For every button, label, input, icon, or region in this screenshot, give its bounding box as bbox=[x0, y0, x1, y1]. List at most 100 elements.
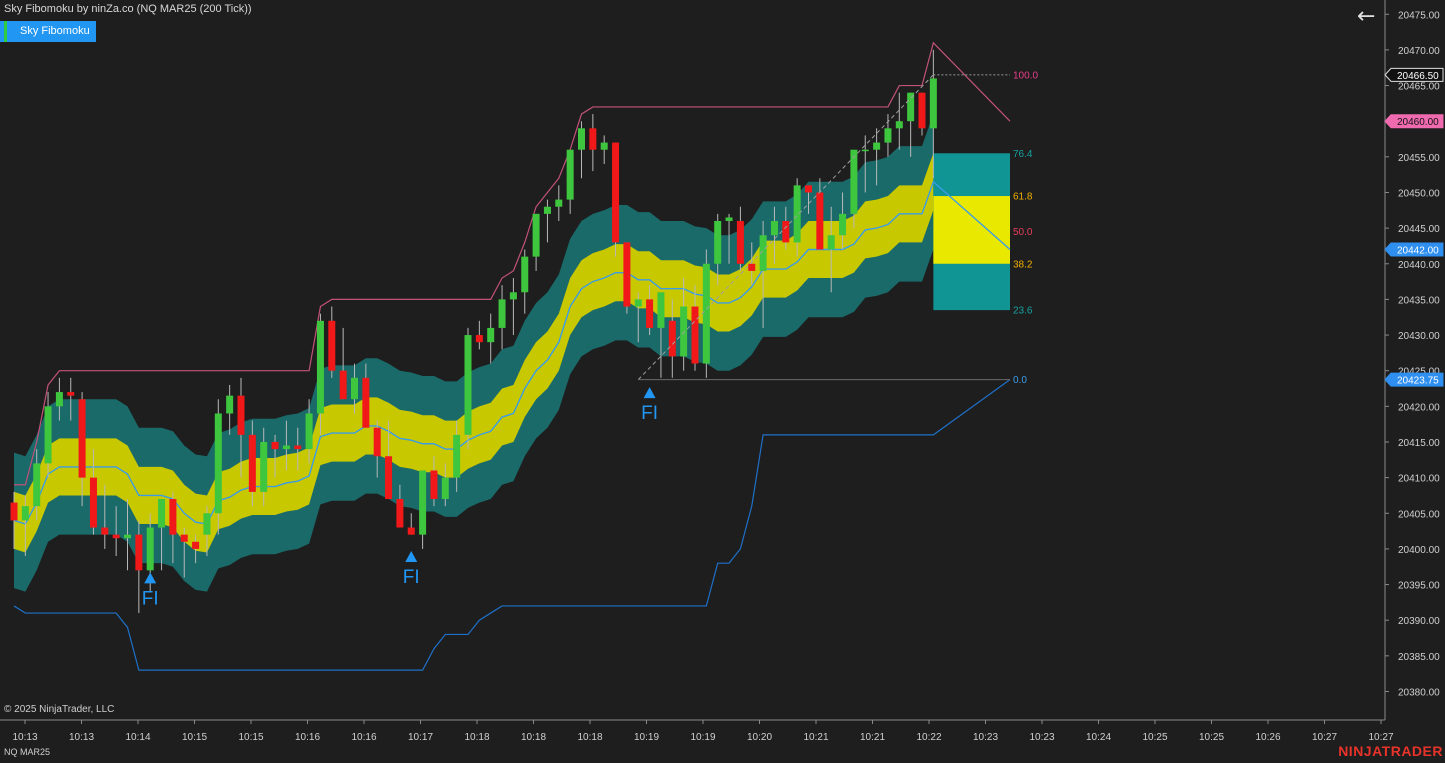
price-tick-label: 20450.00 bbox=[1398, 188, 1440, 199]
candle-body bbox=[589, 128, 597, 150]
candle-body bbox=[839, 213, 847, 236]
time-axis: 10:13 10:13 10:14 10:15 10:15 10:16 10:16 10:17… bbox=[0, 719, 1394, 743]
candle-body bbox=[101, 527, 109, 535]
signal-arrow-icon bbox=[643, 387, 656, 399]
candle-body bbox=[294, 445, 302, 450]
candle-body bbox=[180, 534, 188, 542]
price-tick-label: 20380.00 bbox=[1398, 687, 1440, 698]
price-marker-label: 20460.00 bbox=[1397, 117, 1439, 128]
candle-body bbox=[657, 292, 665, 328]
candle-body bbox=[918, 92, 926, 129]
price-tick-label: 20465.00 bbox=[1398, 82, 1440, 93]
time-tick-label: 10:16 bbox=[295, 732, 320, 743]
ninjatrader-logo: NINJATRADER bbox=[1338, 743, 1443, 759]
time-tick-label: 10:21 bbox=[803, 732, 828, 743]
price-tick-label: 20410.00 bbox=[1398, 474, 1440, 485]
candle-body bbox=[192, 541, 200, 549]
candle-body bbox=[782, 220, 790, 243]
candle-body bbox=[736, 220, 744, 264]
candle-body bbox=[929, 78, 937, 129]
fib-label: 50.0 bbox=[1013, 227, 1033, 238]
time-tick-label: 10:26 bbox=[1255, 732, 1280, 743]
candle-body bbox=[44, 406, 52, 464]
price-marker-label: 20423.75 bbox=[1397, 376, 1439, 387]
candle-body bbox=[578, 128, 585, 150]
time-tick-label: 10:14 bbox=[125, 732, 150, 743]
candle-body bbox=[861, 149, 869, 152]
time-tick-label: 10:13 bbox=[12, 732, 37, 743]
time-tick-label: 10:19 bbox=[634, 732, 659, 743]
candle-body bbox=[907, 92, 915, 122]
fibomoku-lines bbox=[13, 41, 1011, 671]
candlesticks bbox=[10, 49, 937, 614]
candle-body bbox=[158, 499, 166, 528]
candle-body bbox=[646, 299, 654, 328]
price-tick-label: 20475.00 bbox=[1398, 10, 1440, 21]
price-tick-label: 20415.00 bbox=[1398, 438, 1440, 449]
fibomoku-bands bbox=[14, 114, 1010, 592]
candle-body bbox=[453, 434, 461, 478]
candle-body bbox=[203, 513, 211, 535]
candle-body bbox=[748, 263, 756, 271]
price-marker bbox=[1384, 114, 1444, 129]
candle-body bbox=[464, 335, 472, 435]
candle-body bbox=[351, 377, 358, 400]
time-tick-label: 10:24 bbox=[1086, 732, 1111, 743]
time-tick-label: 10:21 bbox=[860, 732, 885, 743]
candle-body bbox=[566, 149, 574, 200]
price-tick-label: 20435.00 bbox=[1398, 295, 1440, 306]
candle-body bbox=[612, 142, 620, 243]
candle-body bbox=[124, 534, 131, 539]
candle-body bbox=[146, 527, 154, 571]
candle-body bbox=[67, 392, 75, 396]
back-arrow-icon[interactable]: ← bbox=[1357, 4, 1376, 29]
candle-body bbox=[555, 199, 563, 207]
time-tick-label: 10:15 bbox=[182, 732, 207, 743]
time-tick-label: 10:27 bbox=[1368, 732, 1393, 743]
candle-body bbox=[226, 395, 234, 414]
candle-body bbox=[373, 427, 381, 457]
time-tick-label: 10:18 bbox=[464, 732, 489, 743]
time-tick-label: 10:15 bbox=[238, 732, 263, 743]
fib-label: 0.0 bbox=[1013, 375, 1027, 386]
candle-body bbox=[691, 306, 699, 364]
indicator-button[interactable]: Sky Fibomoku bbox=[0, 21, 96, 42]
candle-body bbox=[816, 192, 824, 250]
price-marker bbox=[1384, 242, 1444, 257]
candle-body bbox=[21, 506, 29, 521]
time-tick-label: 10:18 bbox=[577, 732, 602, 743]
time-tick-label: 10:23 bbox=[1029, 732, 1054, 743]
price-tick-label: 20425.00 bbox=[1398, 367, 1440, 378]
candle-body bbox=[10, 502, 18, 521]
price-marker-label: 20442.00 bbox=[1397, 246, 1439, 257]
copyright-text: © 2025 NinjaTrader, LLC bbox=[4, 704, 115, 715]
candle-body bbox=[260, 441, 268, 492]
time-tick-label: 10:22 bbox=[916, 732, 941, 743]
time-tick-label: 10:20 bbox=[747, 732, 772, 743]
price-tick-label: 20470.00 bbox=[1398, 46, 1440, 57]
candle-body bbox=[850, 149, 858, 214]
candle-body bbox=[827, 235, 835, 250]
fib-overlay: 100.0 76.4 61.8 50.0 38.2 23.6 0.0 FI FI FI bbox=[142, 70, 1039, 609]
instrument-label: NQ MAR25 bbox=[4, 747, 51, 757]
candle-body bbox=[873, 142, 881, 150]
candle-body bbox=[362, 377, 370, 428]
price-tick-label: 20390.00 bbox=[1398, 616, 1440, 627]
candle-body bbox=[725, 217, 733, 221]
candle-body bbox=[521, 256, 529, 293]
candle-body bbox=[770, 220, 778, 236]
fib-diagonal bbox=[637, 74, 934, 380]
price-tick-label: 20420.00 bbox=[1398, 402, 1440, 413]
candle-body bbox=[282, 445, 290, 450]
candle-body bbox=[112, 534, 120, 539]
indicator-button-label: Sky Fibomoku bbox=[20, 25, 90, 37]
candle-body bbox=[135, 534, 143, 571]
candle-body bbox=[441, 477, 449, 500]
candle-body bbox=[339, 370, 347, 400]
fib-label: 38.2 bbox=[1013, 259, 1033, 270]
signal-label: FI bbox=[403, 567, 420, 588]
fib-label: 76.4 bbox=[1013, 149, 1033, 160]
candle-body bbox=[271, 441, 279, 450]
candle-body bbox=[385, 456, 393, 500]
